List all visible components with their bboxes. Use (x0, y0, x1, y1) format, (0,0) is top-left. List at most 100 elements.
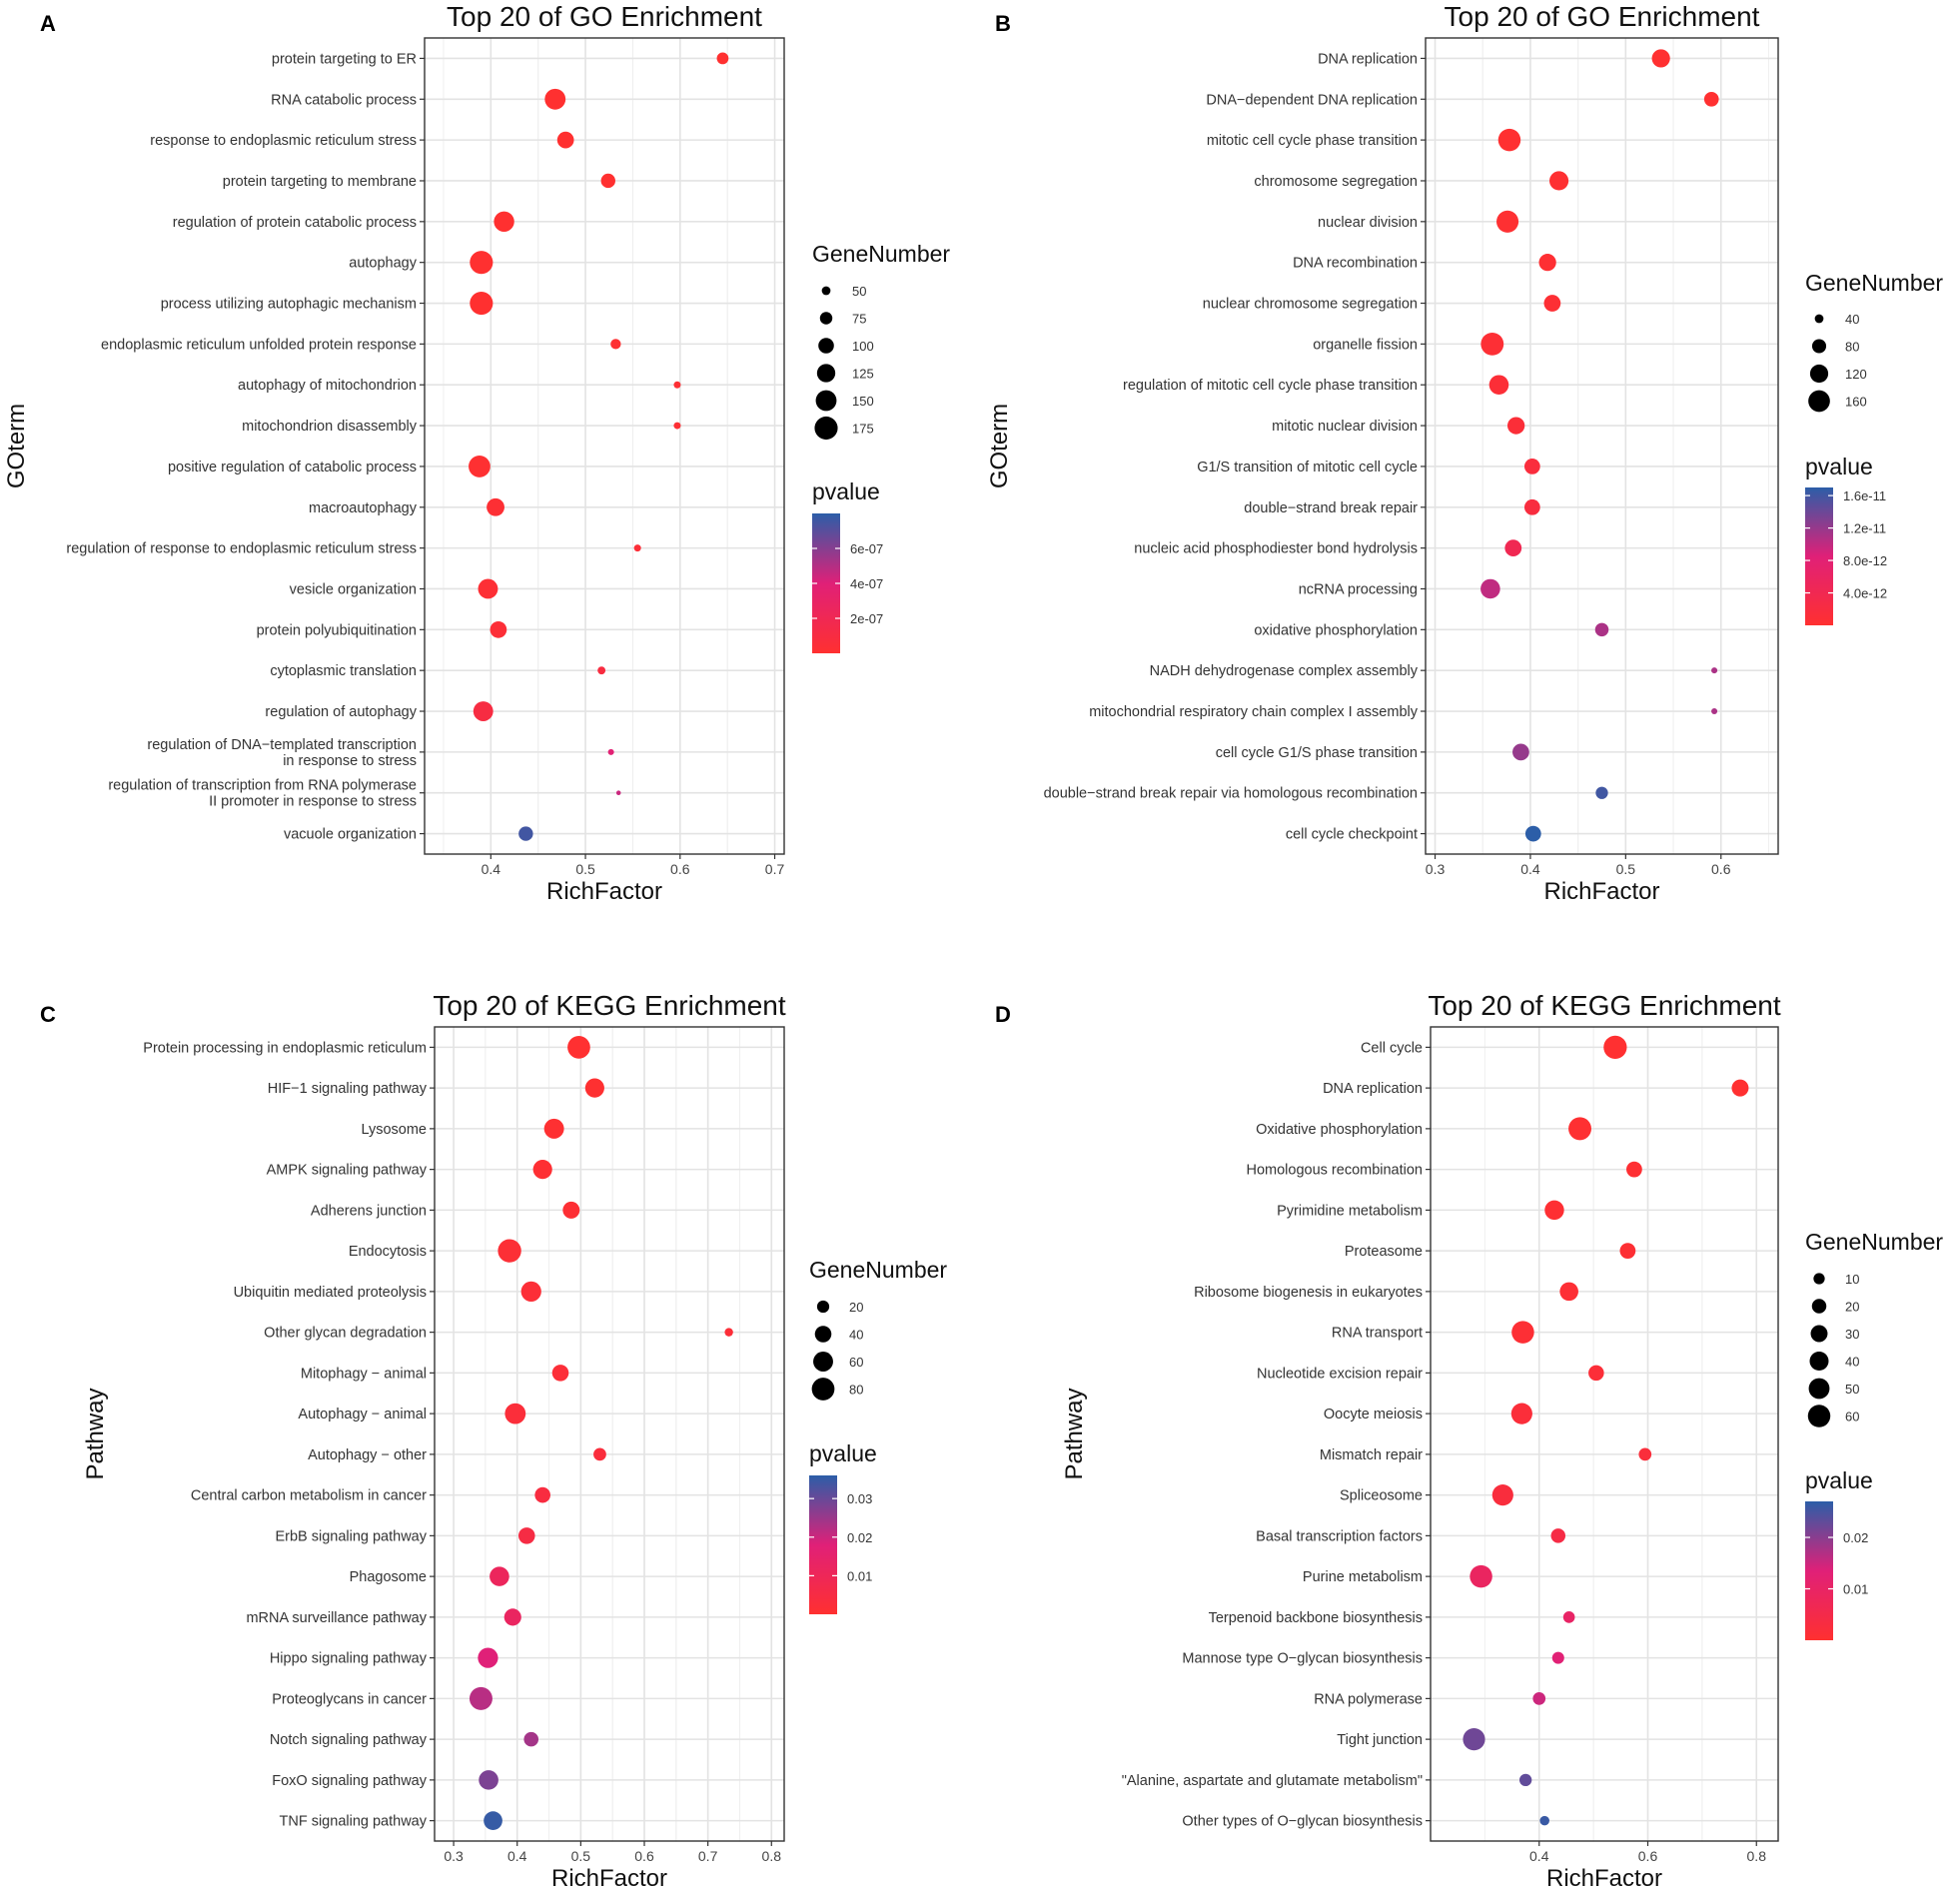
y-tick-label-line: G1/S transition of mitotic cell cycle (1197, 460, 1418, 475)
y-tick-label: Cell cycle (1361, 1040, 1423, 1056)
data-point (551, 1365, 569, 1382)
y-tick-label: regulation of autophagy (265, 704, 417, 720)
x-tick-label: 0.8 (762, 1848, 782, 1864)
y-tick-label-line: regulation of autophagy (265, 704, 417, 720)
y-tick-label: Adherens junction (311, 1203, 427, 1219)
size-legend-label: 125 (852, 367, 874, 382)
y-tick-label: mitotic cell cycle phase transition (1207, 133, 1418, 149)
y-tick-label-line: Mismatch repair (1320, 1447, 1423, 1463)
x-tick-label: 0.7 (765, 861, 785, 877)
y-tick-label: Endocytosis (349, 1244, 427, 1260)
chart-title: Top 20 of KEGG Enrichment (1428, 990, 1781, 1021)
x-tick-label: 0.4 (1520, 861, 1540, 877)
y-tick-label-line: Pyrimidine metabolism (1277, 1203, 1423, 1219)
data-point (469, 456, 490, 477)
y-tick-label-line: Lysosome (361, 1122, 427, 1138)
data-point (1480, 332, 1504, 356)
data-point (1523, 498, 1540, 515)
data-point (497, 1239, 521, 1263)
y-tick-label: Proteasome (1345, 1244, 1423, 1260)
size-legend-dot (816, 1300, 830, 1314)
y-tick-label: Mannose type O−glycan biosynthesis (1182, 1651, 1423, 1667)
size-legend-label: 100 (852, 339, 874, 354)
data-point (490, 620, 507, 638)
size-legend-label: 160 (1845, 395, 1867, 410)
data-point (1518, 1773, 1532, 1787)
y-axis-label: GOterm (3, 404, 30, 488)
y-tick-label-line: positive regulation of catabolic process (168, 460, 417, 475)
data-point (600, 173, 615, 189)
y-tick-label-line: Oocyte meiosis (1324, 1407, 1423, 1422)
grid-lines (425, 38, 784, 854)
data-point (1539, 1815, 1549, 1826)
size-legend-title: GeneNumber (809, 1257, 947, 1283)
y-tick-label: chromosome segregation (1254, 174, 1418, 190)
y-tick-label: Nucleotide excision repair (1257, 1366, 1423, 1382)
plot-background (435, 1027, 784, 1841)
chart-title: Top 20 of GO Enrichment (1445, 1, 1760, 32)
y-tick-label-line: II promoter in response to stress (209, 794, 417, 810)
y-tick-label-line: autophagy (349, 256, 417, 272)
y-tick-label: Ribosome biogenesis in eukaryotes (1194, 1285, 1423, 1301)
data-point (1532, 1692, 1546, 1705)
y-tick-label: regulation of response to endoplasmic re… (66, 541, 417, 557)
color-legend-label: 1.2e-11 (1843, 521, 1886, 536)
data-point (478, 578, 498, 599)
y-tick-label-line: Other glycan degradation (264, 1326, 427, 1342)
size-legend-label: 75 (852, 312, 866, 327)
size-legend-label: 80 (1845, 340, 1859, 355)
y-tick-label: regulation of DNA−templated transcriptio… (147, 737, 417, 769)
data-point (543, 1118, 564, 1139)
panel-letter: C (40, 1002, 56, 1027)
y-tick-label-line: Homologous recombination (1246, 1163, 1423, 1179)
color-legend-label: 0.03 (847, 1491, 872, 1506)
y-tick-label: protein targeting to ER (272, 51, 417, 67)
x-tick-label: 0.8 (1747, 1848, 1767, 1864)
x-tick-label: 0.4 (1529, 1848, 1549, 1864)
y-tick-label-line: in response to stress (283, 753, 417, 769)
plot-frame (424, 37, 785, 855)
size-legend-label: 10 (1845, 1272, 1859, 1287)
y-tick-label: positive regulation of catabolic process (168, 460, 417, 475)
y-tick-label-line: TNF signaling pathway (280, 1814, 428, 1830)
y-tick-label-line: Ubiquitin mediated proteolysis (234, 1285, 427, 1301)
data-point (1523, 459, 1540, 474)
data-point (1538, 254, 1556, 272)
data-point (562, 1201, 580, 1219)
size-legend-dot (821, 286, 831, 296)
plot-frame (434, 1026, 785, 1842)
data-point (556, 131, 574, 149)
y-tick-label: RNA polymerase (1314, 1691, 1423, 1707)
y-tick-label: TNF signaling pathway (280, 1814, 428, 1830)
y-tick-label-line: autophagy of mitochondrion (238, 378, 417, 394)
data-point (479, 1770, 498, 1790)
y-tick-label: Mitophagy − animal (301, 1366, 427, 1382)
y-axis-label: Pathway (1061, 1388, 1088, 1479)
data-point (1551, 1651, 1564, 1664)
data-point (615, 790, 621, 796)
panel-a: A Top 20 of GO Enrichment 0.4 0.5 0.6 0.7 prot… (3, 1, 950, 905)
color-legend-title: pvalue (1805, 1467, 1873, 1493)
y-tick-label-line: Central carbon metabolism in cancer (191, 1488, 427, 1504)
size-legend-label: 60 (1845, 1410, 1859, 1424)
y-tick-label-line: Phagosome (350, 1569, 427, 1585)
y-tick-label-line: Protein processing in endoplasmic reticu… (143, 1040, 427, 1056)
y-tick-label-line: cytoplasmic translation (270, 663, 417, 679)
data-point (724, 1328, 733, 1337)
y-tick-label: ncRNA processing (1299, 581, 1418, 597)
data-point (1480, 578, 1500, 599)
grid-lines (1431, 1027, 1778, 1841)
y-tick-label: nucleic acid phosphodiester bond hydroly… (1134, 541, 1418, 557)
data-point (1619, 1243, 1636, 1260)
y-tick-label-line: RNA transport (1332, 1326, 1423, 1342)
y-tick-label: Autophagy − other (308, 1447, 427, 1463)
y-tick-label: NADH dehydrogenase complex assembly (1150, 663, 1419, 679)
y-tick-label: Protein processing in endoplasmic reticu… (143, 1040, 427, 1056)
data-point (1497, 128, 1521, 152)
y-tick-label: Hippo signaling pathway (270, 1651, 428, 1667)
plot-background (1426, 38, 1778, 854)
chart-title: Top 20 of KEGG Enrichment (433, 990, 786, 1021)
data-point (1562, 1611, 1575, 1623)
data-point (1550, 1528, 1566, 1543)
y-tick-label: vacuole organization (284, 827, 417, 843)
